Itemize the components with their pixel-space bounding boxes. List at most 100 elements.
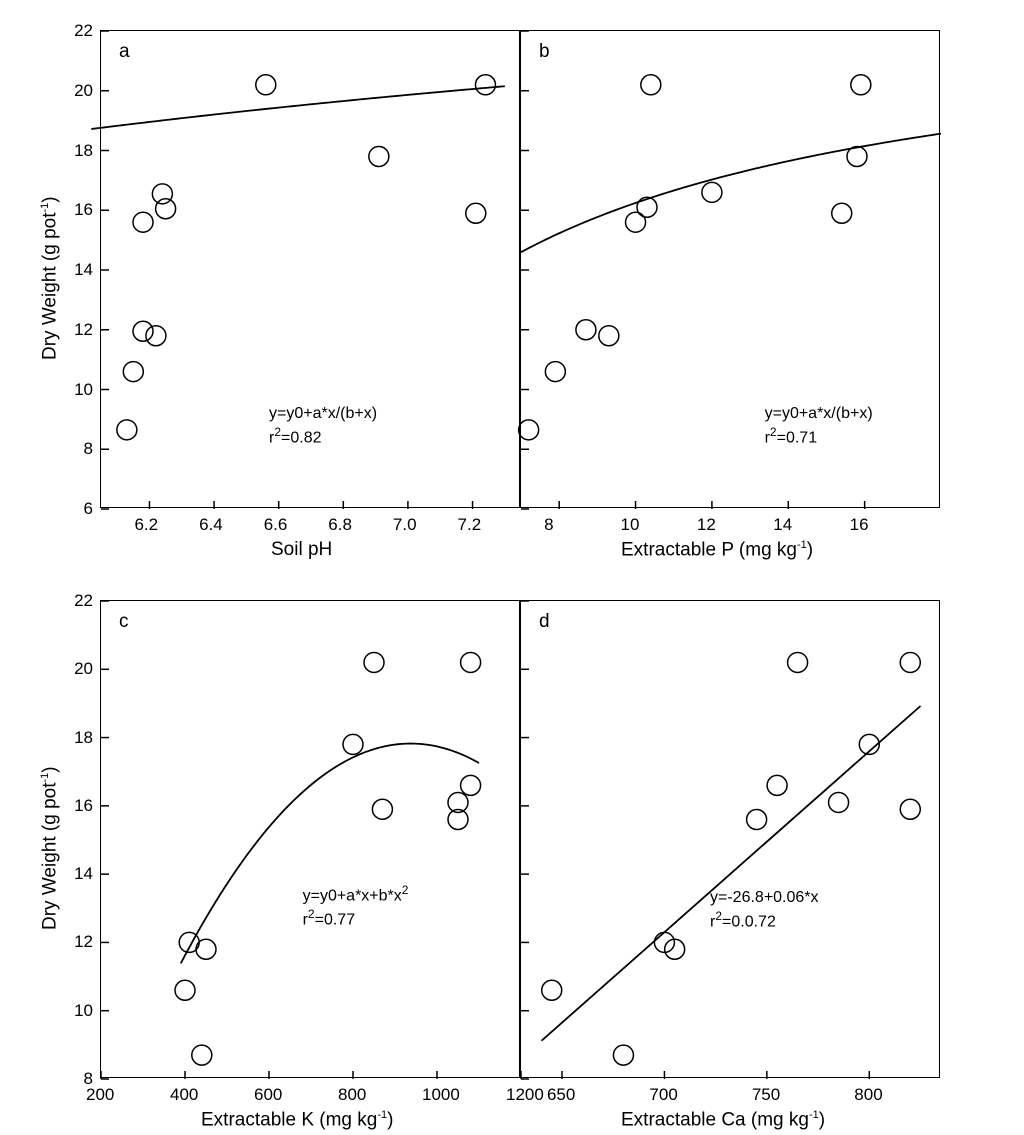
data-point: [461, 652, 481, 672]
data-point: [156, 199, 176, 219]
data-point: [369, 146, 389, 166]
data-point: [626, 212, 646, 232]
xtick-label: 800: [854, 1085, 882, 1105]
panel-d: 650700750800dy=-26.8+0.06*xr2=0.0.72Extr…: [520, 600, 940, 1078]
equation-text: y=y0+a*x+b*x2r2=0.77: [303, 883, 409, 931]
ytick-label: 16: [63, 200, 93, 220]
ytick-label: 6: [63, 499, 93, 519]
xtick-label: 1200: [506, 1085, 544, 1105]
plot-svg: [521, 601, 941, 1079]
panel-letter: d: [539, 611, 550, 633]
ytick-label: 14: [63, 864, 93, 884]
xtick-label: 600: [254, 1085, 282, 1105]
ytick-label: 12: [63, 320, 93, 340]
data-point: [900, 799, 920, 819]
panel-letter: b: [539, 41, 550, 63]
xtick-label: 750: [752, 1085, 780, 1105]
xtick-label: 6.4: [199, 515, 223, 535]
data-point: [637, 197, 657, 217]
y-axis-label: Dry Weight (g pot-1): [39, 766, 61, 930]
plot-svg: [101, 601, 521, 1079]
xtick-label: 6.2: [134, 515, 158, 535]
data-point: [900, 652, 920, 672]
data-point: [192, 1045, 212, 1065]
ytick-label: 12: [63, 932, 93, 952]
x-axis-label: Soil pH: [271, 539, 332, 561]
panel-c: 20040060080010001200810121416182022cy=y0…: [100, 600, 520, 1078]
data-point: [152, 184, 172, 204]
data-point: [829, 792, 849, 812]
data-point: [576, 320, 596, 340]
ytick-label: 8: [63, 1069, 93, 1089]
y-axis-label: Dry Weight (g pot-1): [39, 196, 61, 360]
data-point: [372, 799, 392, 819]
fit-curve: [91, 86, 505, 129]
data-point: [175, 980, 195, 1000]
data-point: [343, 734, 363, 754]
panel-b: 810121416by=y0+a*x/(b+x)r2=0.71Extractab…: [520, 30, 940, 508]
fit-curve: [541, 706, 920, 1041]
ytick-label: 20: [63, 659, 93, 679]
ytick-label: 8: [63, 439, 93, 459]
ytick-label: 20: [63, 81, 93, 101]
data-point: [475, 75, 495, 95]
panel-a: 6.26.46.66.87.07.26810121416182022ay=y0+…: [100, 30, 520, 508]
xtick-label: 700: [649, 1085, 677, 1105]
data-point: [851, 75, 871, 95]
fit-curve: [521, 134, 941, 253]
equation-text: y=y0+a*x/(b+x)r2=0.71: [765, 404, 873, 449]
xtick-label: 16: [850, 515, 869, 535]
xtick-label: 12: [697, 515, 716, 535]
ytick-label: 16: [63, 796, 93, 816]
xtick-label: 6.6: [264, 515, 288, 535]
data-point: [256, 75, 276, 95]
xtick-label: 6.8: [328, 515, 352, 535]
ytick-label: 10: [63, 1001, 93, 1021]
data-point: [146, 326, 166, 346]
xtick-label: 8: [544, 515, 553, 535]
data-point: [599, 326, 619, 346]
data-point: [542, 980, 562, 1000]
data-point: [613, 1045, 633, 1065]
data-point: [519, 420, 539, 440]
plot-svg: [521, 31, 941, 509]
equation-text: y=y0+a*x/(b+x)r2=0.82: [269, 404, 377, 449]
data-point: [641, 75, 661, 95]
data-point: [767, 775, 787, 795]
figure-4panel: 6.2 6.4 6.6 6.8 7.0 7.2 6 8 10 12 14 16 18 20 22 a y=y0+…: [0, 0, 1024, 1135]
panel-letter: c: [119, 611, 129, 633]
data-point: [847, 146, 867, 166]
data-point: [747, 810, 767, 830]
data-point: [788, 652, 808, 672]
ytick-label: 18: [63, 141, 93, 161]
data-point: [133, 321, 153, 341]
panel-letter: a: [119, 41, 130, 63]
data-point: [123, 362, 143, 382]
xtick-label: 400: [170, 1085, 198, 1105]
data-point: [196, 939, 216, 959]
x-axis-label: Extractable Ca (mg kg-1): [621, 1109, 825, 1131]
x-axis-label: Extractable P (mg kg-1): [621, 539, 813, 561]
xtick-label: 650: [547, 1085, 575, 1105]
data-point: [364, 652, 384, 672]
ytick-label: 22: [63, 21, 93, 41]
data-point: [832, 203, 852, 223]
data-point: [117, 420, 137, 440]
ytick-label: 14: [63, 260, 93, 280]
data-point: [461, 775, 481, 795]
xtick-label: 14: [773, 515, 792, 535]
xtick-label: 800: [338, 1085, 366, 1105]
ytick-label: 18: [63, 728, 93, 748]
xtick-label: 10: [621, 515, 640, 535]
data-point: [133, 212, 153, 232]
equation-text: y=-26.8+0.06*xr2=0.0.72: [710, 888, 819, 933]
data-point: [545, 362, 565, 382]
x-axis-label: Extractable K (mg kg-1): [201, 1109, 393, 1131]
ytick-label: 22: [63, 591, 93, 611]
data-point: [702, 182, 722, 202]
xtick-label: 1000: [422, 1085, 460, 1105]
xtick-label: 7.2: [458, 515, 482, 535]
data-point: [466, 203, 486, 223]
xtick-label: 7.0: [393, 515, 417, 535]
ytick-label: 10: [63, 380, 93, 400]
